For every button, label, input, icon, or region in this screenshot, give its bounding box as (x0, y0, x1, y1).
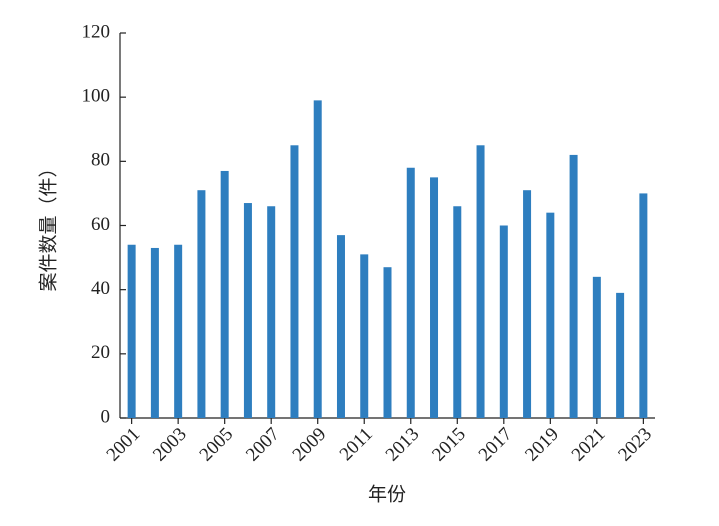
y-tick-label: 80 (91, 150, 110, 171)
y-tick-label: 40 (91, 278, 110, 299)
bar (639, 193, 648, 418)
bar (243, 203, 252, 418)
x-tick-label: 2015 (428, 424, 470, 466)
y-tick-label: 20 (91, 342, 110, 363)
x-axis-label: 年份 (368, 483, 406, 505)
x-tick-label: 2001 (103, 424, 145, 466)
bar (267, 206, 276, 418)
x-tick-label: 2019 (521, 424, 563, 466)
x-tick-label: 2013 (382, 424, 424, 466)
bar (313, 100, 322, 418)
x-tick-label: 2009 (289, 424, 331, 466)
y-tick-label: 100 (82, 86, 111, 107)
bar (220, 170, 229, 418)
x-tick-label: 2021 (568, 424, 610, 466)
y-tick-label: 60 (91, 214, 110, 235)
bar (430, 177, 439, 418)
bar (476, 145, 485, 418)
bar (360, 254, 369, 418)
bar (523, 190, 532, 418)
bar (499, 225, 508, 418)
bar (383, 267, 392, 418)
y-tick-label: 120 (82, 21, 111, 42)
y-tick-label: 0 (101, 406, 111, 427)
x-tick-label: 2011 (336, 424, 377, 465)
bar (290, 145, 299, 418)
y-axis-label: 案件数量（件） (37, 158, 59, 291)
x-tick-label: 2005 (196, 424, 238, 466)
bar (453, 206, 462, 418)
x-tick-label: 2017 (475, 424, 517, 466)
bar (127, 244, 136, 418)
bar (546, 212, 555, 418)
bar (592, 276, 601, 418)
bar (174, 244, 183, 418)
bar (406, 167, 415, 418)
bar (336, 235, 345, 418)
bar (150, 247, 159, 418)
bar (569, 154, 578, 418)
bar (616, 292, 625, 418)
x-tick-label: 2007 (242, 424, 284, 466)
bar (197, 190, 206, 418)
x-tick-label: 2023 (614, 424, 656, 466)
x-tick-label: 2003 (149, 424, 191, 466)
